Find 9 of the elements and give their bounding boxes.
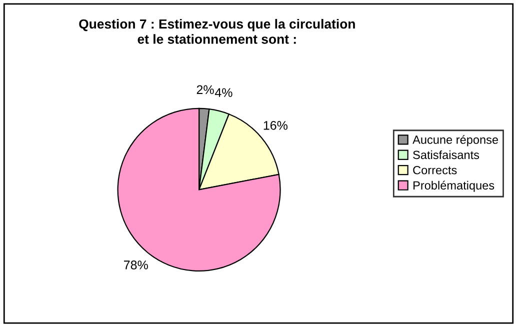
legend-label: Problématiques <box>414 180 494 192</box>
legend-label: Aucune réponse <box>412 135 498 146</box>
data-label: 2% <box>196 85 214 94</box>
data-label: 78% <box>124 260 148 270</box>
data-label: 16% <box>264 120 288 130</box>
legend-label: Corrects <box>413 166 457 174</box>
data-label: 4% <box>214 88 232 97</box>
chart-title: Question 7 : Estimez-vous que la circulation et le stationnement sont : <box>79 18 355 44</box>
legend-label: Satisfaisants <box>413 150 480 160</box>
